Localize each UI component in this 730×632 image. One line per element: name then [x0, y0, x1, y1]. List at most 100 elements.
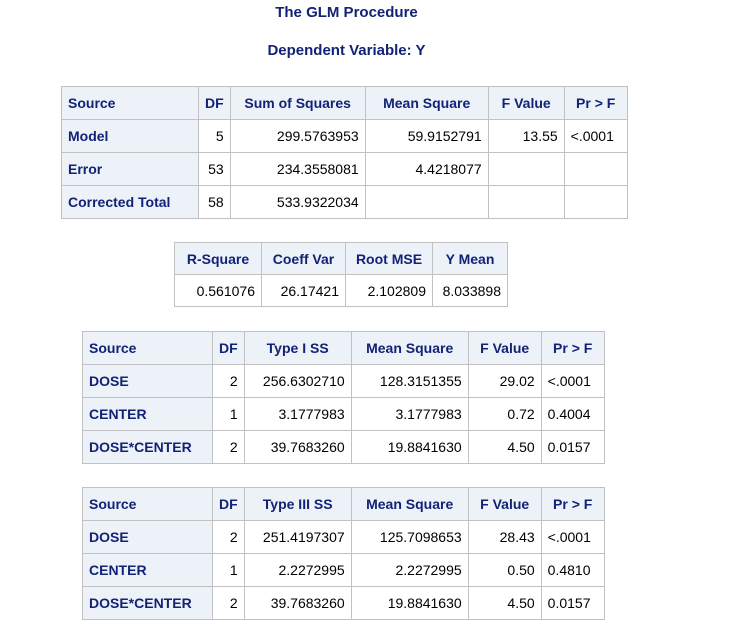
fit-statistics-table: R-Square Coeff Var Root MSE Y Mean 0.561…	[174, 242, 508, 307]
p-value-cell: 0.4810	[540, 553, 605, 587]
column-header: Source	[82, 487, 213, 521]
f-value-cell: 0.72	[467, 397, 542, 431]
y-mean-cell: 8.033898	[432, 274, 508, 307]
ms-cell	[364, 185, 489, 219]
table-row: Error 53 234.3558081 4.4218077	[61, 152, 628, 186]
column-header: F Value	[467, 487, 542, 521]
row-header: Error	[61, 152, 199, 186]
table-header-row: Source DF Sum of Squares Mean Square F V…	[61, 86, 628, 120]
column-header: Y Mean	[432, 242, 508, 275]
column-header: Mean Square	[350, 331, 469, 365]
ss-cell: 299.5763953	[229, 119, 366, 153]
ss-cell: 256.6302710	[243, 364, 352, 398]
ms-cell: 19.8841630	[350, 430, 469, 464]
type3-ss-table: Source DF Type III SS Mean Square F Valu…	[82, 487, 605, 620]
p-value-cell: <.0001	[540, 520, 605, 554]
column-header: DF	[212, 331, 245, 365]
df-cell: 2	[212, 586, 245, 620]
ms-cell: 59.9152791	[364, 119, 489, 153]
table-row: DOSE 2 256.6302710 128.3151355 29.02 <.0…	[82, 364, 605, 398]
column-header: Pr > F	[540, 487, 605, 521]
f-value-cell: 28.43	[467, 520, 542, 554]
f-value-cell: 13.55	[487, 119, 565, 153]
dependent-variable-subtitle: Dependent Variable: Y	[267, 42, 426, 59]
table-header-row: R-Square Coeff Var Root MSE Y Mean	[174, 242, 508, 275]
table-row: DOSE 2 251.4197307 125.7098653 28.43 <.0…	[82, 520, 605, 554]
table-row: Model 5 299.5763953 59.9152791 13.55 <.0…	[61, 119, 628, 153]
df-cell: 1	[212, 397, 245, 431]
anova-table: Source DF Sum of Squares Mean Square F V…	[61, 86, 628, 219]
df-cell: 58	[198, 185, 231, 219]
column-header: Pr > F	[540, 331, 605, 365]
p-value-cell: 0.4004	[540, 397, 605, 431]
ms-cell: 125.7098653	[350, 520, 469, 554]
p-value-cell	[563, 185, 628, 219]
row-header: DOSE	[82, 364, 213, 398]
column-header: R-Square	[174, 242, 262, 275]
p-value-cell: 0.0157	[540, 586, 605, 620]
df-cell: 2	[212, 520, 245, 554]
df-cell: 5	[198, 119, 231, 153]
table-row: 0.561076 26.17421 2.102809 8.033898	[174, 274, 508, 307]
column-header: Root MSE	[345, 242, 433, 275]
row-header: CENTER	[82, 553, 213, 587]
row-header: DOSE*CENTER	[82, 430, 213, 464]
f-value-cell: 4.50	[467, 586, 542, 620]
ms-cell: 19.8841630	[350, 586, 469, 620]
column-header: Mean Square	[364, 86, 489, 120]
root-mse-cell: 2.102809	[345, 274, 433, 307]
coeff-var-cell: 26.17421	[261, 274, 346, 307]
ms-cell: 4.4218077	[364, 152, 489, 186]
table-header-row: Source DF Type III SS Mean Square F Valu…	[82, 487, 605, 521]
f-value-cell: 29.02	[467, 364, 542, 398]
df-cell: 53	[198, 152, 231, 186]
ss-cell: 251.4197307	[243, 520, 352, 554]
row-header: Model	[61, 119, 199, 153]
table-row: DOSE*CENTER 2 39.7683260 19.8841630 4.50…	[82, 430, 605, 464]
ms-cell: 2.2272995	[350, 553, 469, 587]
r-square-cell: 0.561076	[174, 274, 262, 307]
f-value-cell	[487, 185, 565, 219]
column-header: DF	[198, 86, 231, 120]
column-header: Sum of Squares	[229, 86, 366, 120]
ss-cell: 3.1777983	[243, 397, 352, 431]
column-header: Source	[82, 331, 213, 365]
type1-ss-table: Source DF Type I SS Mean Square F Value …	[82, 331, 605, 464]
row-header: CENTER	[82, 397, 213, 431]
column-header: Type III SS	[243, 487, 352, 521]
table-row: DOSE*CENTER 2 39.7683260 19.8841630 4.50…	[82, 586, 605, 620]
table-row: CENTER 1 2.2272995 2.2272995 0.50 0.4810	[82, 553, 605, 587]
table-row: CENTER 1 3.1777983 3.1777983 0.72 0.4004	[82, 397, 605, 431]
column-header: Mean Square	[350, 487, 469, 521]
column-header: Type I SS	[243, 331, 352, 365]
ss-cell: 2.2272995	[243, 553, 352, 587]
page-title: The GLM Procedure	[275, 4, 418, 21]
ms-cell: 3.1777983	[350, 397, 469, 431]
ss-cell: 234.3558081	[229, 152, 366, 186]
table-row: Corrected Total 58 533.9322034	[61, 185, 628, 219]
df-cell: 2	[212, 430, 245, 464]
df-cell: 1	[212, 553, 245, 587]
column-header: Source	[61, 86, 199, 120]
p-value-cell: <.0001	[563, 119, 628, 153]
ms-cell: 128.3151355	[350, 364, 469, 398]
row-header: DOSE*CENTER	[82, 586, 213, 620]
column-header: DF	[212, 487, 245, 521]
column-header: Coeff Var	[261, 242, 346, 275]
f-value-cell: 0.50	[467, 553, 542, 587]
row-header: DOSE	[82, 520, 213, 554]
ss-cell: 39.7683260	[243, 430, 352, 464]
row-header: Corrected Total	[61, 185, 199, 219]
column-header: F Value	[467, 331, 542, 365]
p-value-cell: 0.0157	[540, 430, 605, 464]
ss-cell: 533.9322034	[229, 185, 366, 219]
p-value-cell	[563, 152, 628, 186]
column-header: F Value	[487, 86, 565, 120]
column-header: Pr > F	[563, 86, 628, 120]
f-value-cell	[487, 152, 565, 186]
df-cell: 2	[212, 364, 245, 398]
p-value-cell: <.0001	[540, 364, 605, 398]
ss-cell: 39.7683260	[243, 586, 352, 620]
f-value-cell: 4.50	[467, 430, 542, 464]
table-header-row: Source DF Type I SS Mean Square F Value …	[82, 331, 605, 365]
